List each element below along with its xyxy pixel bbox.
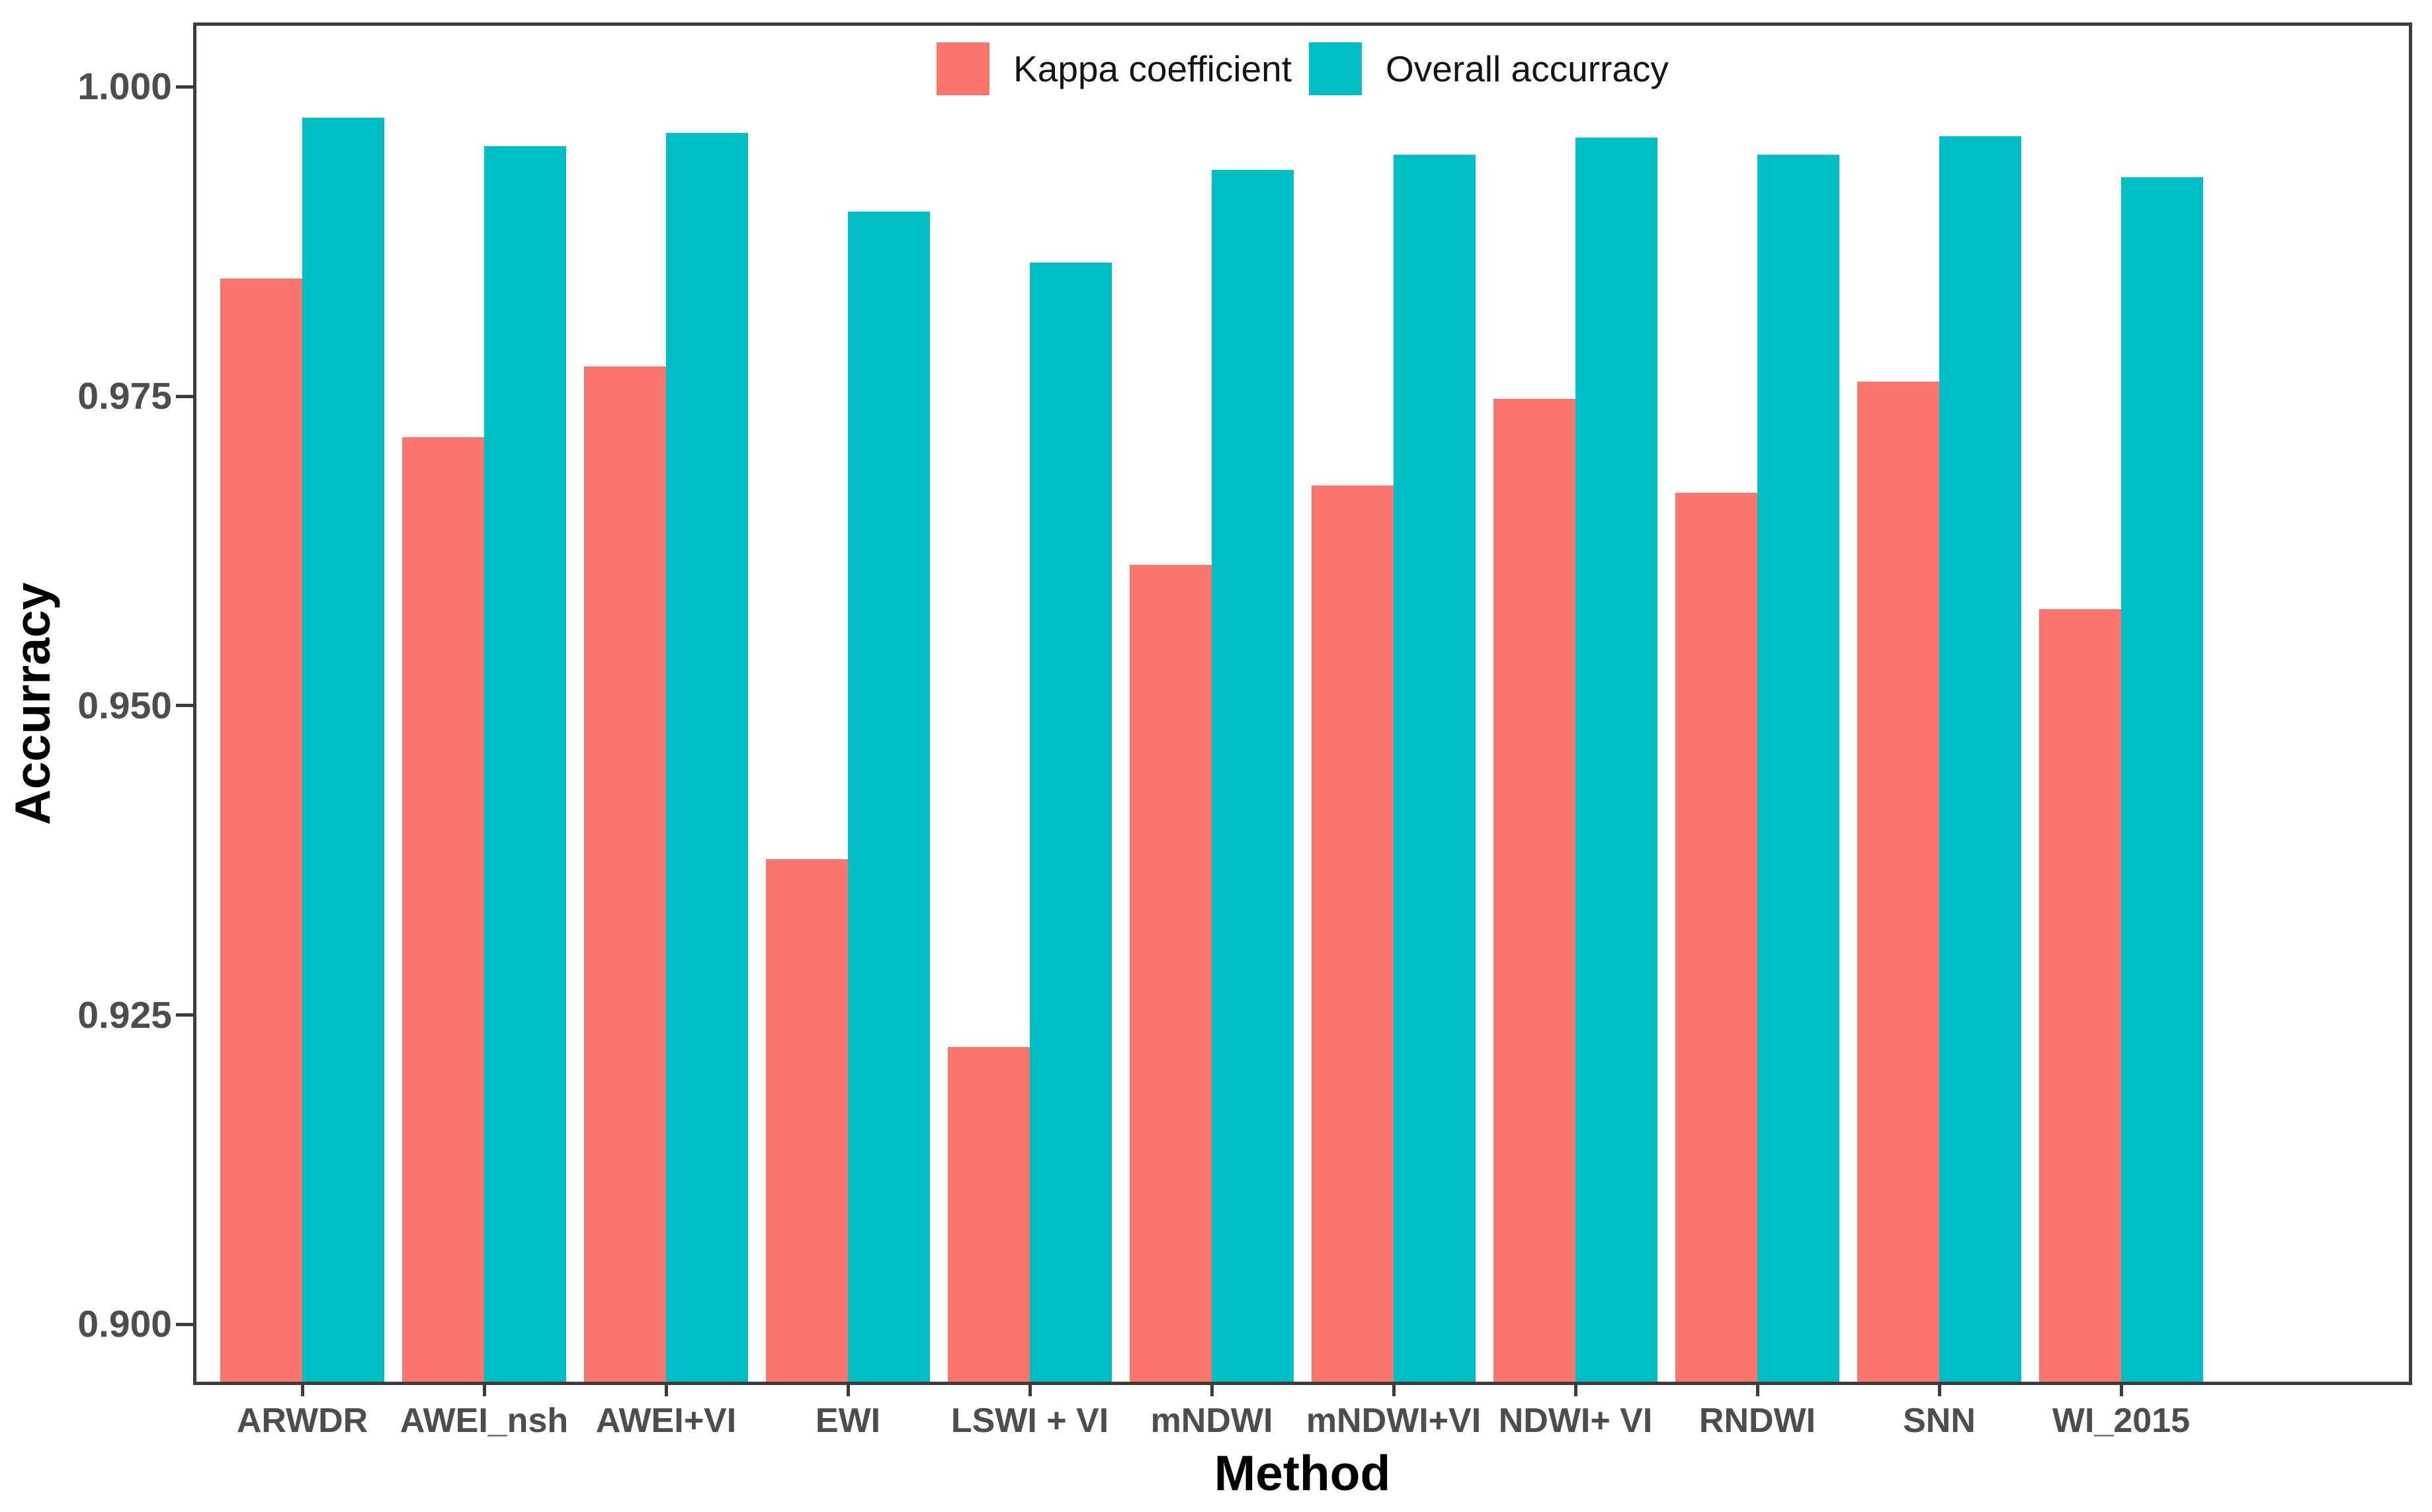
bar-overall-SNN — [1939, 136, 2021, 1385]
x-tick-WI_2015 — [2119, 1385, 2123, 1396]
x-tick-label-ARWDR: ARWDR — [236, 1402, 368, 1440]
x-tick-label-mNDWI+VI: mNDWI+VI — [1306, 1402, 1482, 1440]
bar-kappa-mNDWI — [1130, 564, 1212, 1385]
bar-overall-ARWDR — [302, 118, 384, 1385]
y-tick-0.900 — [176, 1322, 193, 1326]
y-tick-label-0.925: 0.925 — [77, 993, 172, 1036]
legend-label-kappa: Kappa coefficient — [1013, 48, 1292, 89]
bar-overall-LSWI + VI — [1030, 262, 1112, 1385]
bar-overall-EWI — [848, 212, 930, 1385]
x-tick-label-AWEI_nsh: AWEI_nsh — [399, 1402, 569, 1440]
bar-kappa-EWI — [766, 859, 848, 1385]
legend: Kappa coefficient Overall accurracy — [193, 42, 2412, 95]
bar-overall-WI_2015 — [2121, 177, 2203, 1385]
x-tick-RNDWI — [1755, 1385, 1759, 1396]
x-tick-mNDWI — [1210, 1385, 1214, 1396]
legend-key-overall-swatch — [1309, 42, 1363, 95]
x-tick-AWEI+VI — [664, 1385, 668, 1396]
legend-key-kappa-swatch — [937, 42, 990, 95]
bar-kappa-RNDWI — [1675, 492, 1757, 1385]
x-axis-title: Method — [1214, 1445, 1391, 1501]
y-tick-0.925 — [176, 1013, 193, 1017]
bar-kappa-NDWI+ VI — [1493, 398, 1575, 1385]
bar-overall-NDWI+ VI — [1575, 138, 1657, 1385]
bar-overall-AWEI+VI — [666, 132, 748, 1385]
bar-overall-AWEI_nsh — [484, 146, 566, 1385]
x-tick-label-LSWI + VI: LSWI + VI — [950, 1402, 1109, 1440]
bar-overall-mNDWI+VI — [1394, 155, 1476, 1385]
x-tick-NDWI+ VI — [1573, 1385, 1577, 1396]
bar-kappa-AWEI_nsh — [402, 437, 484, 1385]
x-tick-ARWDR — [300, 1385, 304, 1396]
legend-label-overall: Overall accurracy — [1386, 48, 1669, 89]
y-tick-label-1.000: 1.000 — [77, 65, 172, 108]
x-tick-SNN — [1937, 1385, 1941, 1396]
y-tick-1.000 — [176, 85, 193, 89]
x-tick-label-EWI: EWI — [815, 1402, 881, 1440]
bar-overall-RNDWI — [1757, 155, 1839, 1385]
y-tick-label-0.950: 0.950 — [77, 684, 172, 727]
y-tick-0.975 — [176, 394, 193, 398]
x-tick-mNDWI+VI — [1392, 1385, 1396, 1396]
x-tick-label-AWEI+VI: AWEI+VI — [595, 1402, 737, 1440]
x-tick-label-SNN: SNN — [1903, 1402, 1976, 1440]
plot-area — [193, 22, 2412, 1385]
bar-kappa-WI_2015 — [2039, 609, 2121, 1385]
bar-kappa-mNDWI+VI — [1312, 485, 1394, 1385]
bar-overall-mNDWI — [1212, 169, 1294, 1385]
y-tick-label-0.900: 0.900 — [77, 1303, 172, 1346]
bar-kappa-LSWI + VI — [948, 1047, 1030, 1385]
x-tick-label-NDWI+ VI: NDWI+ VI — [1498, 1402, 1653, 1440]
x-tick-label-mNDWI: mNDWI — [1150, 1402, 1273, 1440]
x-tick-AWEI_nsh — [482, 1385, 486, 1396]
y-tick-0.950 — [176, 704, 193, 708]
x-tick-label-WI_2015: WI_2015 — [2052, 1402, 2191, 1440]
x-tick-EWI — [846, 1385, 850, 1396]
x-tick-LSWI + VI — [1028, 1385, 1032, 1396]
legend-item-overall: Overall accurracy — [1309, 42, 1669, 95]
bar-kappa-AWEI+VI — [584, 366, 666, 1385]
legend-item-kappa: Kappa coefficient — [937, 42, 1292, 95]
bar-kappa-ARWDR — [220, 278, 302, 1385]
bar-kappa-SNN — [1857, 381, 1939, 1385]
x-tick-label-RNDWI: RNDWI — [1698, 1402, 1816, 1440]
y-tick-label-0.975: 0.975 — [77, 375, 172, 418]
